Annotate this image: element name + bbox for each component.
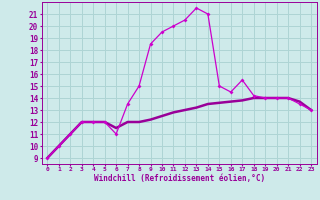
X-axis label: Windchill (Refroidissement éolien,°C): Windchill (Refroidissement éolien,°C) (94, 174, 265, 183)
